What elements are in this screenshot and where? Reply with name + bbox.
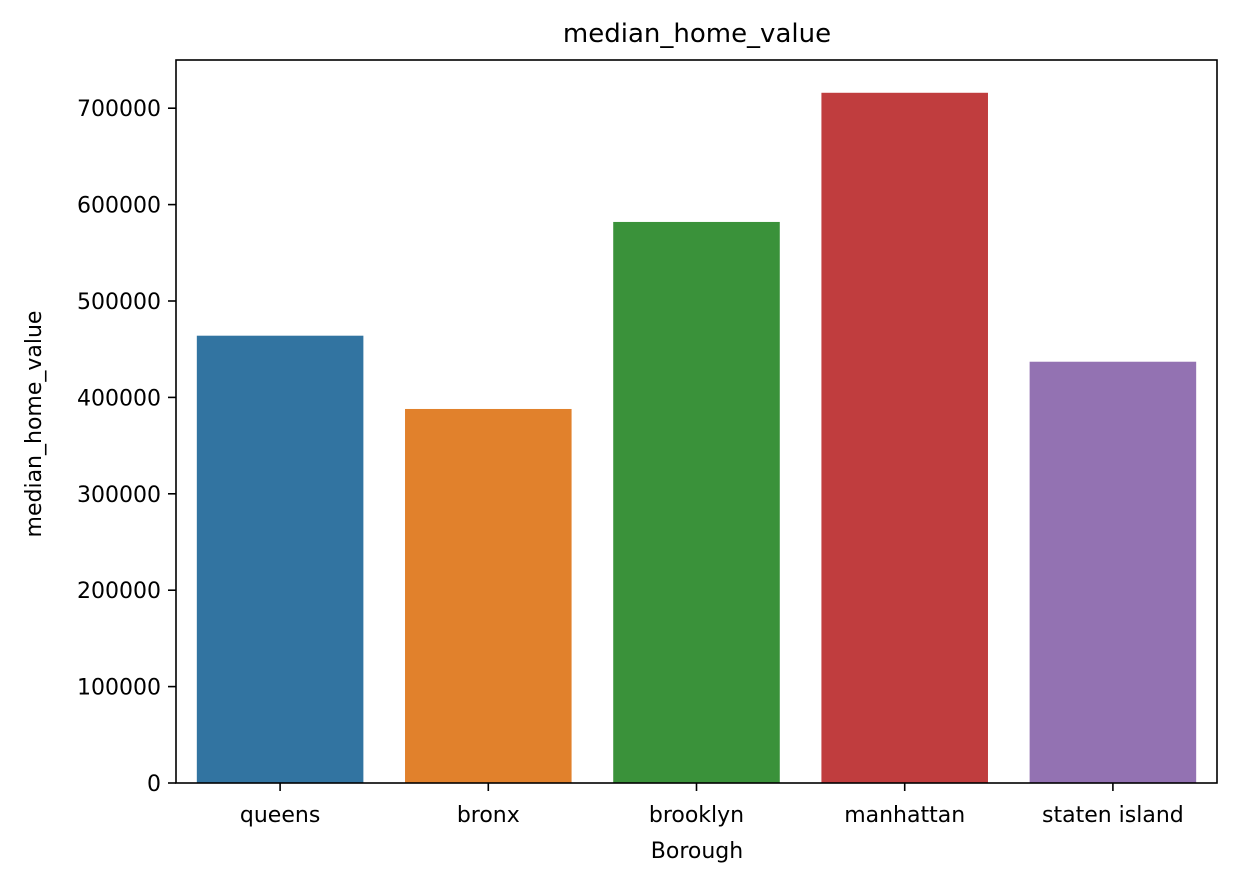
x-tick-label-bronx: bronx — [457, 803, 520, 828]
y-axis: 0 100000 200000 300000 400000 500000 600000 700… — [77, 97, 176, 797]
y-tick-label-0: 0 — [147, 772, 161, 797]
bars-layer — [196, 92, 1197, 783]
y-tick-label-100000: 100000 — [77, 676, 161, 701]
y-tick-label-500000: 500000 — [77, 290, 161, 315]
plot-frame — [175, 59, 1218, 784]
x-tick-label-brooklyn: brooklyn — [649, 803, 744, 828]
bar-brooklyn — [613, 221, 780, 783]
x-axis: queens bronx brooklyn manhattan staten islan… — [240, 783, 1184, 828]
x-tick-label-manhattan: manhattan — [844, 803, 965, 828]
bar-manhattan — [821, 92, 988, 783]
bar-staten-island — [1029, 361, 1197, 783]
y-axis-label: median_home_value — [22, 311, 47, 538]
y-tick-label-700000: 700000 — [77, 97, 161, 122]
y-tick-label-600000: 600000 — [77, 194, 161, 219]
x-tick-label-queens: queens — [240, 803, 320, 828]
bar-bronx — [405, 408, 572, 783]
x-tick-label-staten-island: staten island — [1042, 803, 1184, 828]
y-tick-label-300000: 300000 — [77, 483, 161, 508]
bar-queens — [196, 335, 364, 783]
y-tick-label-200000: 200000 — [77, 579, 161, 604]
y-tick-label-400000: 400000 — [77, 386, 161, 411]
x-axis-label: Borough — [651, 839, 743, 864]
chart-title: median_home_value — [563, 19, 831, 49]
